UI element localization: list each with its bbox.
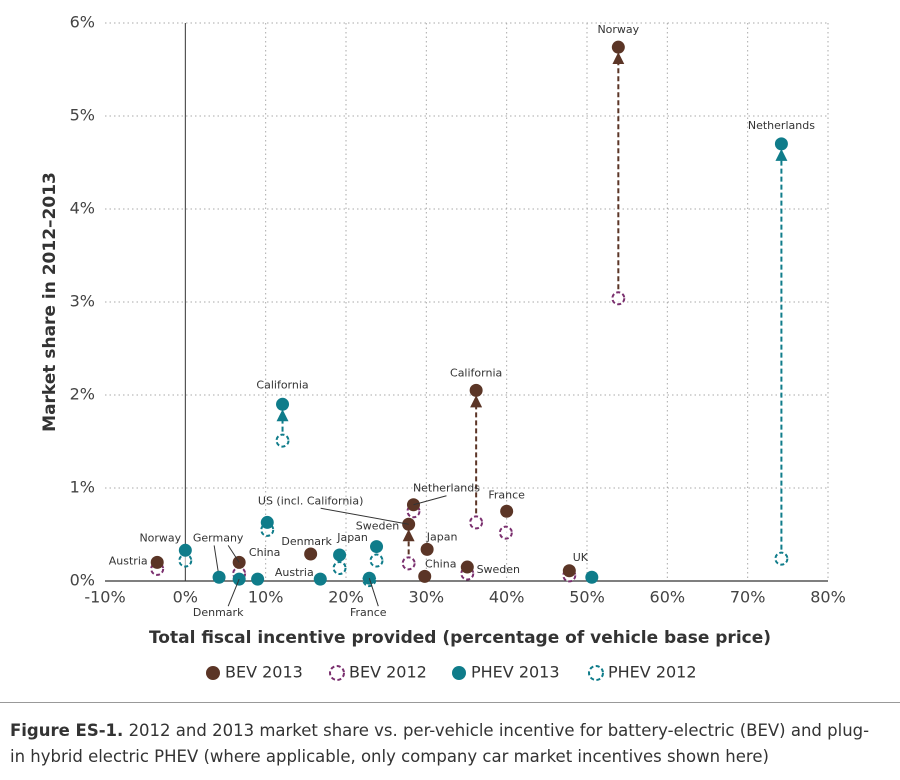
point-label: Austria <box>109 554 148 567</box>
x-tick-label: 50% <box>569 588 605 607</box>
point <box>333 548 347 562</box>
leader-line <box>227 578 240 607</box>
y-tick-label: 0% <box>70 571 95 590</box>
y-tick-label: 3% <box>70 292 95 311</box>
point-label: Germany <box>193 531 244 544</box>
point <box>774 551 789 566</box>
point-label: Sweden <box>477 563 520 576</box>
x-tick-label: 60% <box>650 588 686 607</box>
point <box>562 564 576 578</box>
caption-label: Figure ES-1. <box>10 721 124 740</box>
point <box>585 570 599 584</box>
y-axis-title: Market share in 2012–2013 <box>40 172 60 432</box>
point-label: Denmark <box>281 535 332 548</box>
legend-label: BEV 2012 <box>349 663 427 682</box>
point <box>150 555 164 569</box>
point-label: California <box>256 378 308 391</box>
x-tick-label: 10% <box>248 588 284 607</box>
legend-marker <box>588 665 604 681</box>
caption-rule <box>0 702 900 703</box>
point <box>260 515 274 529</box>
legend-label: PHEV 2012 <box>608 663 697 682</box>
point-label: Japan <box>336 531 368 544</box>
point-label: California <box>450 366 502 379</box>
leader-line <box>227 545 240 563</box>
point-label: France <box>488 488 525 501</box>
legend-marker <box>206 666 220 680</box>
point <box>469 515 484 530</box>
point <box>275 433 290 448</box>
point <box>332 560 347 575</box>
x-tick-label: 70% <box>730 588 766 607</box>
legend-label: BEV 2013 <box>225 663 303 682</box>
point-label: Denmark <box>193 606 244 619</box>
point-label: China <box>425 557 456 570</box>
y-tick-label: 4% <box>70 199 95 218</box>
caption-text: 2012 and 2013 market share vs. per-vehic… <box>10 721 870 766</box>
point <box>469 383 483 397</box>
point <box>418 569 432 583</box>
point <box>212 570 226 584</box>
point-label: Norway <box>139 531 181 544</box>
point <box>251 572 265 586</box>
point <box>498 525 513 540</box>
point <box>420 542 434 556</box>
point-label: France <box>350 606 387 619</box>
point-label: Netherlands <box>748 119 815 132</box>
x-axis-title: Total fiscal incentive provided (percent… <box>149 628 771 648</box>
point <box>276 397 290 411</box>
point-label: US (incl. California) <box>258 494 363 507</box>
legend-marker <box>452 666 466 680</box>
point-label: Norway <box>597 23 639 36</box>
point-label: Japan <box>426 530 458 543</box>
point-label: UK <box>573 551 589 564</box>
point <box>304 547 318 561</box>
y-tick-label: 6% <box>70 13 95 32</box>
point-label: China <box>249 546 280 559</box>
point <box>178 543 192 557</box>
point <box>611 40 625 54</box>
legend-marker <box>329 665 345 681</box>
x-tick-label: 30% <box>409 588 445 607</box>
point <box>370 540 384 554</box>
x-tick-label: -10% <box>84 588 125 607</box>
point <box>401 556 416 571</box>
x-tick-label: 0% <box>173 588 198 607</box>
point-label: Sweden <box>356 520 399 533</box>
point <box>611 291 626 306</box>
point <box>460 560 474 574</box>
point-label: Netherlands <box>413 482 480 495</box>
point <box>313 572 327 586</box>
leader-line <box>368 578 379 607</box>
point <box>774 137 788 151</box>
y-tick-label: 2% <box>70 385 95 404</box>
x-tick-label: 40% <box>489 588 525 607</box>
x-tick-label: 80% <box>810 588 846 607</box>
chart: Total fiscal incentive provided (percent… <box>40 13 846 682</box>
caption: Figure ES-1. 2012 and 2013 market share … <box>10 718 870 770</box>
y-tick-label: 1% <box>70 478 95 497</box>
legend-label: PHEV 2013 <box>471 663 560 682</box>
leader-line <box>413 495 447 506</box>
point-label: Austria <box>275 566 314 579</box>
y-tick-label: 5% <box>70 106 95 125</box>
leader-line <box>320 507 409 525</box>
x-tick-label: 20% <box>328 588 364 607</box>
point <box>500 504 514 518</box>
point <box>369 553 384 568</box>
